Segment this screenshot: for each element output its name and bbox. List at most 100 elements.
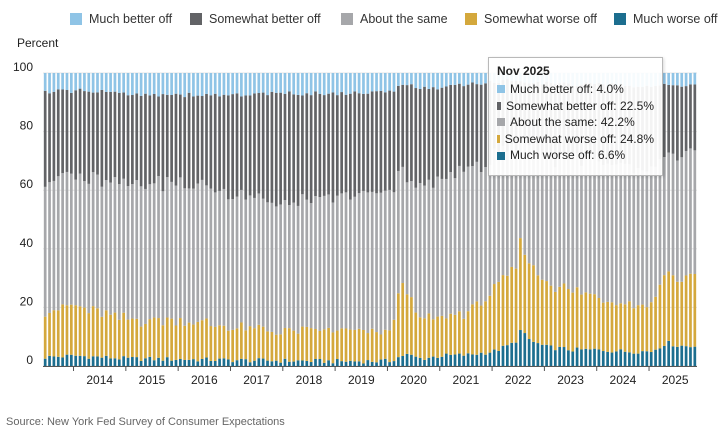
bar-segment-much-worse[interactable] (305, 360, 309, 366)
bar-segment-somewhat-better[interactable] (117, 92, 121, 185)
bar-segment-much-better[interactable] (309, 73, 313, 96)
bar-segment-much-worse[interactable] (671, 346, 675, 366)
bar-segment-somewhat-worse[interactable] (532, 265, 535, 342)
bar-segment-somewhat-worse[interactable] (584, 292, 588, 349)
bar-segment-much-better[interactable] (479, 73, 483, 85)
bar-segment-somewhat-better[interactable] (471, 82, 474, 167)
bar-segment-somewhat-worse[interactable] (287, 328, 291, 362)
bar-segment-much-worse[interactable] (601, 351, 605, 366)
bar-segment-somewhat-worse[interactable] (614, 305, 618, 352)
bar-segment-somewhat-worse[interactable] (222, 325, 226, 359)
bar-segment-somewhat-better[interactable] (139, 95, 143, 187)
bar-segment-somewhat-better[interactable] (458, 83, 461, 166)
bar-segment-much-worse[interactable] (553, 350, 557, 366)
bar-segment-much-worse[interactable] (61, 357, 64, 366)
bar-segment-about-same[interactable] (52, 180, 56, 311)
bar-segment-somewhat-worse[interactable] (349, 329, 352, 361)
bar-segment-somewhat-worse[interactable] (440, 315, 444, 357)
bar-segment-much-better[interactable] (370, 73, 374, 92)
bar-segment-somewhat-worse[interactable] (375, 332, 378, 363)
bar-segment-about-same[interactable] (388, 189, 391, 331)
bar-segment-somewhat-better[interactable] (296, 94, 300, 206)
bar-segment-somewhat-worse[interactable] (148, 319, 152, 357)
bar-segment-much-worse[interactable] (301, 360, 304, 366)
bar-segment-about-same[interactable] (165, 177, 169, 318)
bar-segment-somewhat-better[interactable] (353, 91, 357, 197)
bar-segment-somewhat-worse[interactable] (649, 302, 653, 353)
bar-segment-much-worse[interactable] (488, 352, 492, 366)
bar-segment-somewhat-worse[interactable] (139, 326, 143, 361)
bar-segment-much-worse[interactable] (178, 358, 182, 366)
bar-segment-about-same[interactable] (628, 164, 631, 302)
bar-segment-about-same[interactable] (226, 199, 230, 331)
bar-segment-about-same[interactable] (222, 188, 226, 326)
bar-segment-about-same[interactable] (536, 156, 540, 276)
bar-segment-somewhat-better[interactable] (405, 85, 409, 183)
bar-segment-somewhat-worse[interactable] (152, 317, 156, 361)
bar-segment-much-worse[interactable] (436, 357, 439, 366)
bar-segment-much-better[interactable] (87, 73, 91, 92)
bar-segment-somewhat-worse[interactable] (292, 330, 296, 362)
bar-segment-somewhat-better[interactable] (680, 86, 684, 158)
bar-segment-somewhat-worse[interactable] (52, 310, 56, 357)
bar-segment-about-same[interactable] (253, 197, 256, 329)
bar-segment-about-same[interactable] (113, 177, 117, 313)
bar-segment-somewhat-better[interactable] (684, 86, 688, 151)
bar-segment-somewhat-worse[interactable] (135, 318, 139, 358)
bar-segment-about-same[interactable] (567, 159, 570, 290)
bar-segment-about-same[interactable] (423, 185, 426, 319)
bar-segment-much-worse[interactable] (266, 360, 269, 366)
legend-item[interactable]: Much worse off (614, 12, 718, 26)
bar-segment-much-worse[interactable] (427, 357, 431, 366)
bar-segment-about-same[interactable] (449, 172, 453, 314)
bar-segment-much-worse[interactable] (213, 360, 217, 366)
bar-segment-about-same[interactable] (540, 154, 544, 280)
bar-segment-somewhat-better[interactable] (91, 92, 95, 173)
bar-segment-about-same[interactable] (148, 184, 152, 320)
bar-segment-about-same[interactable] (270, 202, 274, 332)
bar-segment-much-better[interactable] (43, 73, 47, 91)
bar-segment-much-better[interactable] (287, 73, 291, 92)
bar-segment-somewhat-worse[interactable] (427, 313, 431, 358)
bar-segment-about-same[interactable] (396, 170, 400, 294)
bar-segment-much-worse[interactable] (248, 362, 252, 366)
bar-segment-somewhat-worse[interactable] (632, 308, 636, 354)
bar-segment-much-better[interactable] (327, 73, 330, 94)
bar-segment-somewhat-worse[interactable] (431, 319, 435, 357)
bar-segment-much-worse[interactable] (257, 358, 261, 366)
bar-segment-much-better[interactable] (231, 73, 235, 95)
bar-segment-much-better[interactable] (240, 73, 243, 97)
bar-segment-much-better[interactable] (667, 73, 671, 85)
bar-segment-somewhat-better[interactable] (462, 86, 466, 172)
bar-segment-much-worse[interactable] (444, 353, 448, 366)
bar-segment-much-better[interactable] (165, 73, 169, 95)
bar-segment-about-same[interactable] (427, 179, 431, 314)
bar-segment-about-same[interactable] (314, 196, 317, 329)
bar-segment-much-worse[interactable] (318, 358, 322, 366)
bar-segment-somewhat-better[interactable] (340, 92, 344, 194)
bar-segment-about-same[interactable] (362, 190, 365, 330)
bar-segment-about-same[interactable] (680, 157, 684, 282)
bar-segment-much-better[interactable] (349, 73, 352, 94)
bar-segment-somewhat-better[interactable] (157, 96, 160, 177)
bar-segment-much-better[interactable] (453, 73, 457, 85)
bar-segment-somewhat-better[interactable] (388, 90, 391, 190)
bar-segment-somewhat-worse[interactable] (689, 273, 692, 348)
bar-segment-about-same[interactable] (545, 155, 548, 282)
bar-segment-about-same[interactable] (91, 172, 95, 307)
bar-segment-much-worse[interactable] (584, 348, 588, 366)
bar-segment-somewhat-worse[interactable] (553, 291, 557, 351)
bar-segment-somewhat-better[interactable] (667, 84, 671, 153)
bar-segment-somewhat-worse[interactable] (492, 284, 496, 350)
bar-segment-somewhat-worse[interactable] (43, 316, 47, 359)
bar-segment-about-same[interactable] (549, 157, 553, 286)
bar-segment-somewhat-better[interactable] (283, 93, 287, 201)
bar-segment-somewhat-worse[interactable] (501, 275, 505, 346)
bar-segment-somewhat-worse[interactable] (270, 331, 274, 362)
bar-segment-somewhat-better[interactable] (248, 95, 252, 196)
bar-segment-somewhat-worse[interactable] (597, 297, 601, 350)
bar-segment-much-worse[interactable] (283, 358, 287, 366)
bar-segment-much-worse[interactable] (331, 363, 335, 366)
bar-segment-much-worse[interactable] (510, 342, 514, 366)
bar-segment-much-worse[interactable] (183, 359, 187, 366)
